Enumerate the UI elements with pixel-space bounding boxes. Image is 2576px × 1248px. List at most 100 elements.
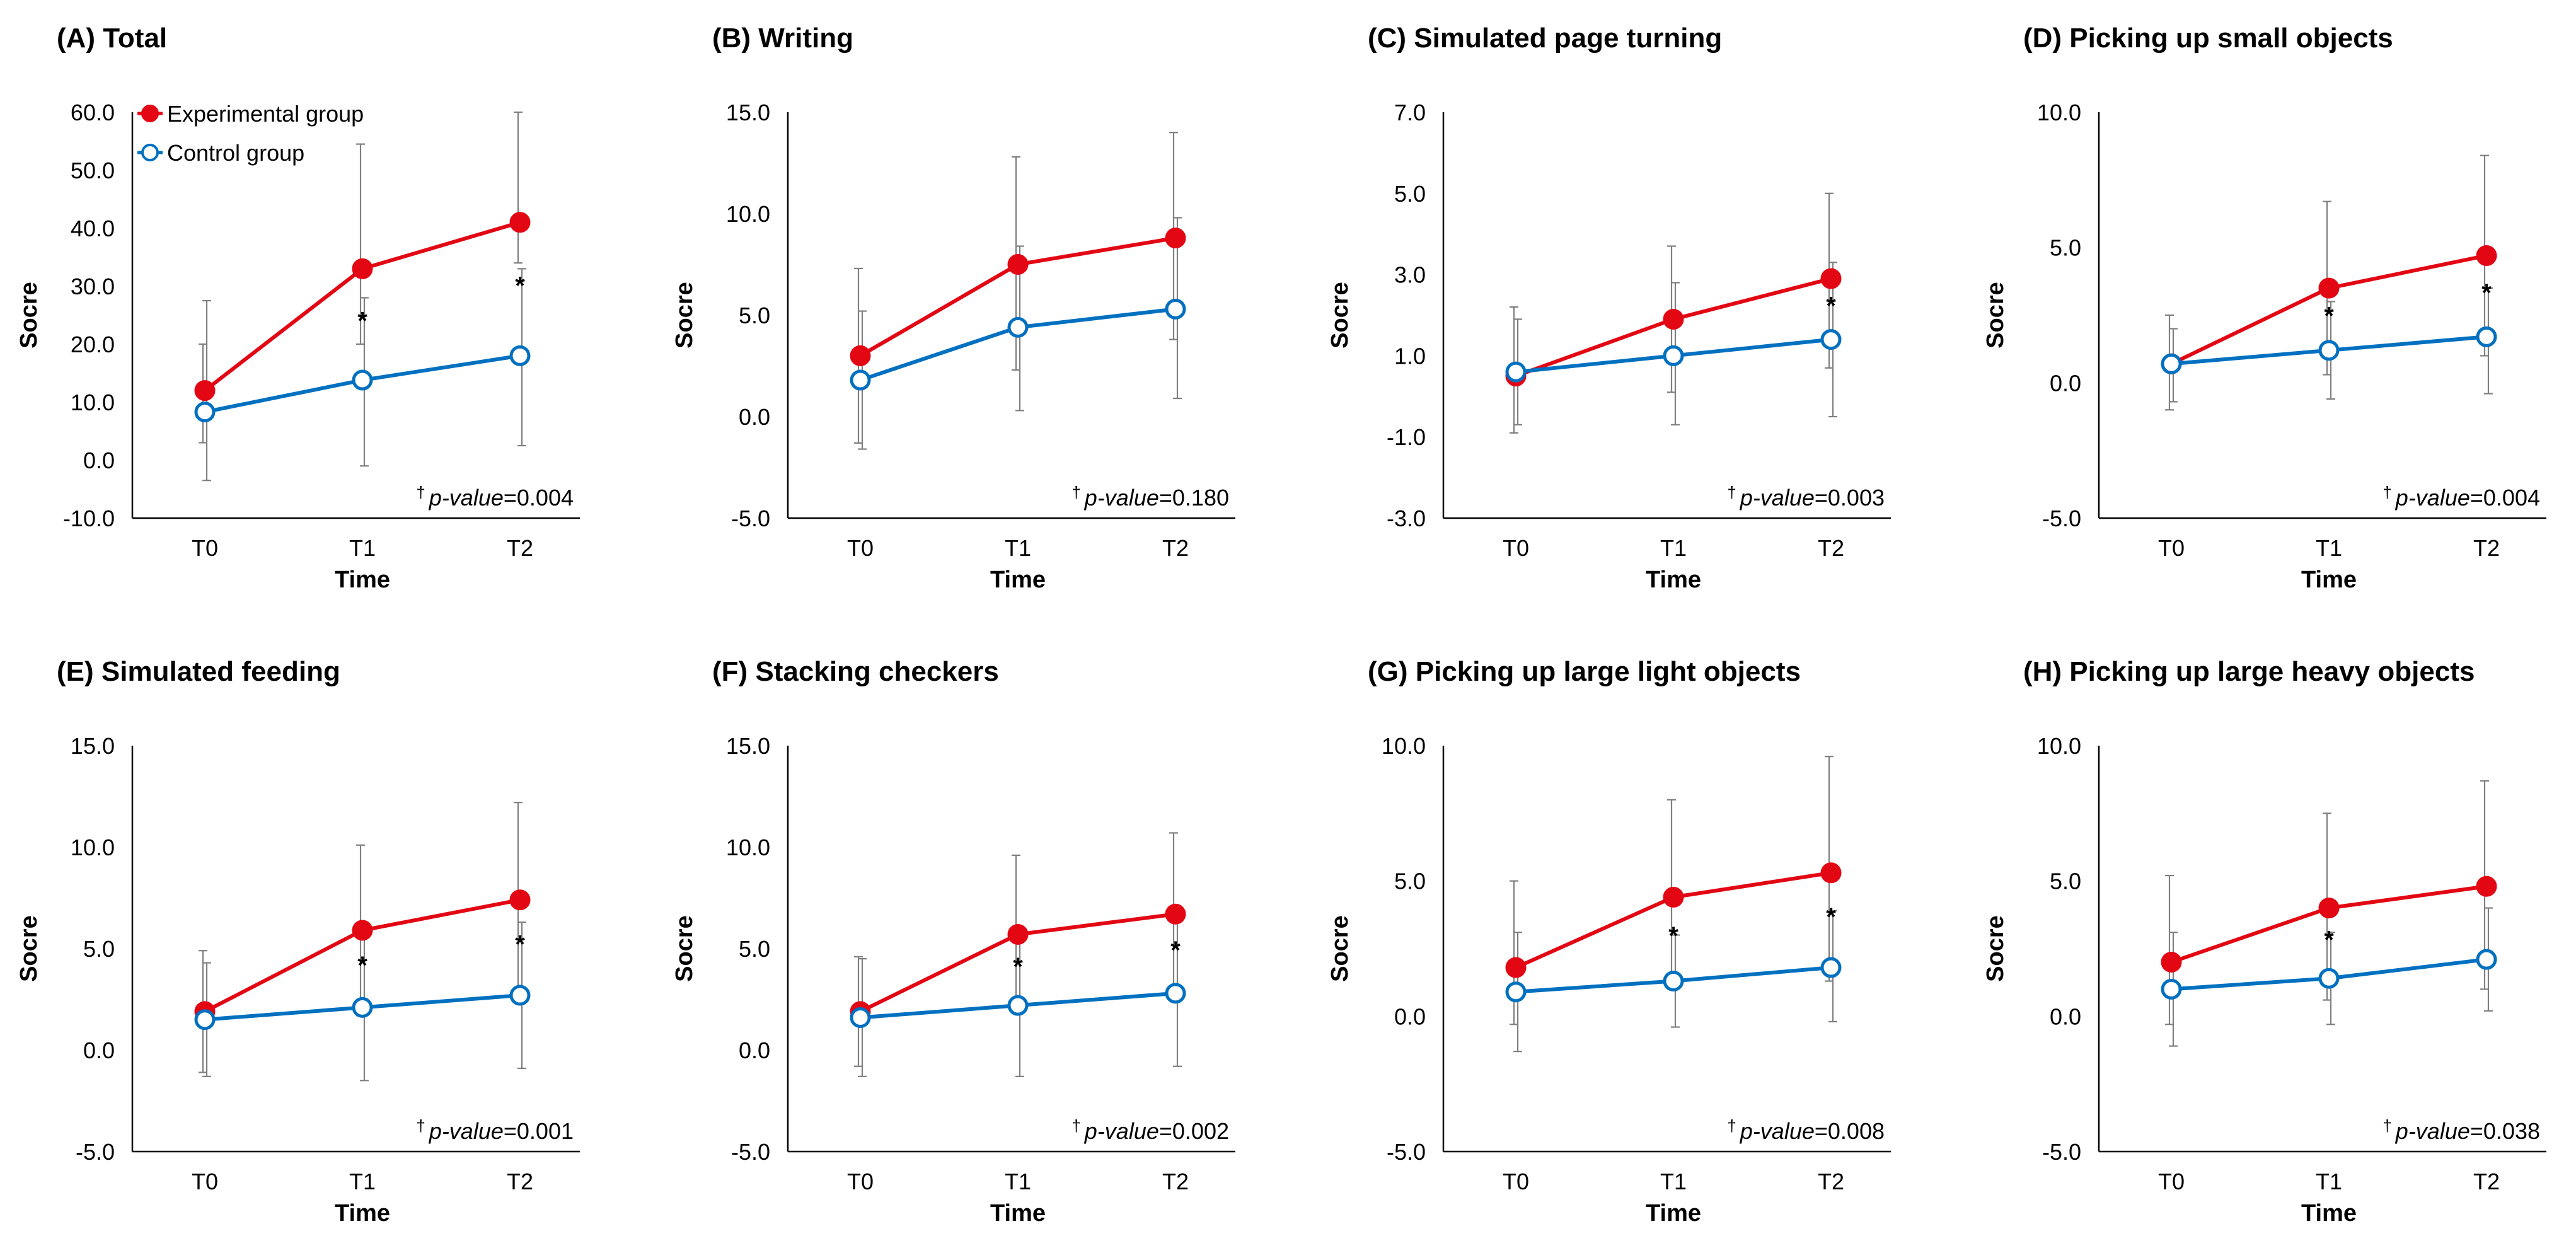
p-value-annotation: † p-value=0.004 (2383, 483, 2540, 511)
y-tick-label: 3.0 (1394, 262, 1426, 288)
dagger-symbol: † (1071, 1116, 1080, 1135)
y-tick-label: -3.0 (1387, 506, 1426, 531)
x-axis-label: Time (1646, 567, 1701, 593)
x-tick-label: T1 (1005, 1169, 1031, 1194)
experimental-data-point (1820, 862, 1842, 884)
x-tick-label: T0 (2158, 1169, 2185, 1194)
y-tick-label: 10.0 (726, 201, 770, 227)
significance-marker: * (1826, 292, 1836, 320)
p-value-annotation: † p-value=0.038 (2383, 1116, 2540, 1144)
y-axis-label: Socre (1327, 282, 1353, 349)
dagger-symbol: † (2383, 483, 2391, 502)
p-value-number: =0.004 (2470, 485, 2540, 511)
y-tick-label: -5.0 (2042, 506, 2081, 531)
p-value-annotation: † p-value=0.008 (1727, 1116, 1885, 1144)
chart-panel: (F) Stacking checkers -5.0 0.0 5.0 10.0 15.0 S… (671, 656, 1235, 1227)
dagger-symbol: † (416, 483, 425, 502)
control-data-point (1505, 981, 1527, 1003)
x-axis-label: Time (990, 567, 1046, 593)
y-tick-label: 20.0 (71, 332, 115, 357)
y-axis-label: Socre (1982, 282, 2009, 349)
p-value-number: =0.038 (2470, 1118, 2540, 1144)
x-tick-label: T0 (847, 1169, 874, 1194)
experimental-data-point (1663, 308, 1684, 330)
legend-marker (141, 144, 159, 161)
p-value-label: p-value (2395, 1118, 2470, 1144)
experimental-data-point (509, 212, 531, 233)
experimental-data-point (2318, 898, 2340, 919)
x-tick-label: T1 (1005, 535, 1031, 561)
significance-marker: * (2324, 926, 2334, 954)
significance-marker: * (515, 272, 525, 300)
experimental-data-point (1663, 886, 1684, 908)
chart-title: (A) Total (57, 23, 167, 54)
significance-marker: * (357, 308, 367, 335)
legend-label: Control group (167, 140, 304, 166)
experimental-data-point (352, 258, 373, 279)
experimental-data-point (1007, 254, 1029, 275)
x-axis-label: Time (335, 567, 390, 593)
dagger-symbol: † (1727, 483, 1736, 502)
chart-title: (C) Simulated page turning (1368, 23, 1722, 54)
control-data-point (1007, 316, 1029, 338)
chart-title: (B) Writing (712, 23, 853, 54)
chart-panel: (A) Total -10.0 0.0 10.0 20.0 30.0 40.0 50.0 60.… (16, 23, 580, 593)
y-tick-label: 5.0 (2050, 235, 2081, 261)
chart-panel: (D) Picking up small objects -5.0 0.0 5.0 10… (1982, 23, 2546, 593)
p-value-number: =0.002 (1159, 1118, 1229, 1144)
control-data-point (1820, 329, 1842, 350)
chart-panel: (H) Picking up large heavy objects -5.0 0.… (1982, 656, 2546, 1227)
x-tick-label: T1 (349, 535, 376, 561)
chart-panel: (G) Picking up large light objects -5.0 0.… (1327, 656, 1891, 1227)
legend-label: Experimental group (167, 101, 364, 127)
chart-title: (D) Picking up small objects (2023, 23, 2393, 54)
control-data-point (1820, 957, 1842, 978)
experimental-data-point (194, 380, 216, 402)
y-tick-label: 10.0 (1382, 733, 1426, 759)
experimental-data-point (2161, 951, 2182, 973)
control-data-point (2161, 978, 2182, 1000)
x-tick-label: T1 (1660, 1169, 1687, 1194)
x-tick-label: T2 (507, 1169, 533, 1194)
significance-marker: * (515, 930, 525, 958)
experimental-data-point (2318, 277, 2340, 299)
p-value-label: p-value (1084, 485, 1159, 511)
y-tick-label: 15.0 (726, 100, 770, 125)
x-axis-label: Time (1646, 1200, 1701, 1227)
y-tick-label: -5.0 (2042, 1139, 2081, 1165)
control-data-point (2318, 340, 2340, 361)
y-tick-label: 10.0 (2037, 100, 2081, 125)
y-tick-label: 5.0 (739, 303, 770, 328)
significance-marker: * (1668, 922, 1678, 950)
y-tick-label: -10.0 (63, 506, 115, 531)
y-axis-label: Socre (671, 282, 698, 349)
p-value-number: =0.001 (504, 1118, 574, 1144)
x-tick-label: T2 (1818, 535, 1844, 561)
y-axis-label: Socre (16, 915, 42, 982)
control-data-point (2161, 353, 2182, 374)
chart-title: (G) Picking up large light objects (1368, 656, 1801, 687)
y-tick-label: 0.0 (83, 448, 115, 473)
control-data-point (1663, 971, 1684, 992)
x-tick-label: T1 (1660, 535, 1687, 561)
significance-marker: * (1013, 953, 1023, 981)
experimental-data-point (1820, 268, 1842, 289)
experimental-data-point (1165, 228, 1186, 249)
chart-title: (H) Picking up large heavy objects (2023, 656, 2475, 687)
y-tick-label: 0.0 (2050, 370, 2081, 396)
y-tick-label: -5.0 (731, 1139, 770, 1165)
p-value-label: p-value (429, 1118, 504, 1144)
dagger-symbol: † (1727, 1116, 1736, 1135)
control-data-point (509, 985, 531, 1006)
significance-marker: * (1826, 903, 1836, 931)
control-data-point (352, 997, 373, 1018)
control-data-point (1505, 361, 1527, 383)
y-tick-label: 5.0 (2050, 869, 2081, 894)
significance-marker: * (1170, 937, 1181, 964)
dagger-symbol: † (416, 1116, 425, 1135)
experimental-series-line (204, 220, 521, 392)
experimental-data-point (509, 889, 531, 911)
significance-marker: * (2481, 279, 2492, 307)
p-value-annotation: † p-value=0.004 (416, 483, 574, 511)
